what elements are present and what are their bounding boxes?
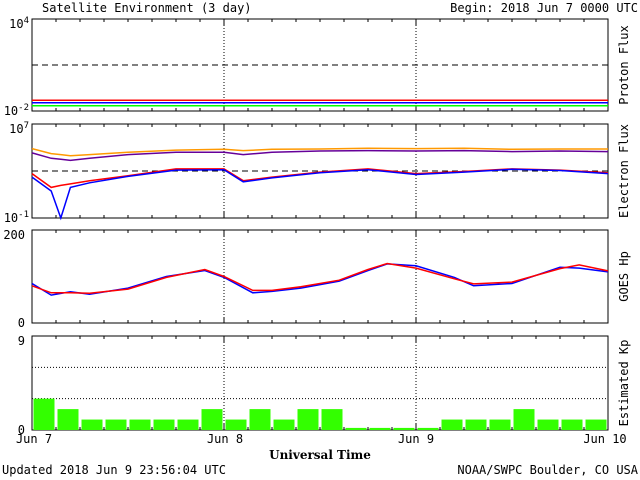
- estimated-kp-bar: [153, 419, 175, 430]
- electron-flux-y-tick-top: 107: [9, 121, 29, 136]
- credit-text: NOAA/SWPC Boulder, CO USA: [457, 463, 638, 477]
- estimated-kp-bar: [33, 398, 55, 430]
- estimated-kp-bar: [345, 427, 367, 430]
- estimated-kp-bar: [57, 409, 79, 430]
- estimated-kp-y-tick-bottom: 0: [18, 423, 25, 437]
- estimated-kp-bar: [225, 419, 247, 430]
- estimated-kp-bar: [201, 409, 223, 430]
- goes-hp-series-1: [31, 262, 609, 294]
- goes-hp-panel: 200 0 GOES Hp: [3, 228, 631, 330]
- x-tick-label-1: Jun 8: [207, 432, 243, 446]
- estimated-kp-y-tick-top: 9: [18, 334, 25, 348]
- estimated-kp-bar: [273, 419, 295, 430]
- estimated-kp-bar: [81, 419, 103, 430]
- chart-title: Satellite Environment (3 day): [42, 1, 252, 15]
- electron-flux-series-1: [31, 149, 609, 162]
- estimated-kp-bar: [321, 409, 343, 430]
- proton-flux-panel: 104 10-2 Proton Flux: [4, 16, 631, 118]
- estimated-kp-bar: [129, 419, 151, 430]
- electron-flux-series-3: [31, 168, 609, 221]
- proton-flux-y-tick-bottom: 10-2: [4, 103, 29, 118]
- goes-hp-y-tick-top: 200: [3, 228, 25, 242]
- estimated-kp-bar: [561, 419, 583, 430]
- estimated-kp-bar: [513, 409, 535, 430]
- chart-panels: 104 10-2 Proton Flux 107 10-1 Electron Flux 20…: [3, 16, 631, 437]
- proton-flux-y-label: Proton Flux: [617, 25, 631, 104]
- x-axis-label: Universal Time: [269, 448, 371, 462]
- estimated-kp-bar: [249, 409, 271, 430]
- estimated-kp-bar: [585, 419, 607, 430]
- estimated-kp-panel: 9 0 Estimated Kp: [18, 334, 631, 437]
- estimated-kp-bar: [441, 419, 463, 430]
- begin-time: Begin: 2018 Jun 7 0000 UTC: [450, 1, 638, 15]
- estimated-kp-bar: [297, 409, 319, 430]
- goes-hp-y-label: GOES Hp: [617, 251, 631, 302]
- estimated-kp-bar: [537, 419, 559, 430]
- x-tick-label-2: Jun 9: [398, 432, 434, 446]
- estimated-kp-bar: [393, 427, 415, 430]
- estimated-kp-bar: [105, 419, 127, 430]
- electron-flux-panel: 107 10-1 Electron Flux: [4, 121, 631, 225]
- estimated-kp-bar: [417, 427, 439, 430]
- x-tick-label-0: Jun 7: [16, 432, 52, 446]
- electron-flux-y-tick-bottom: 10-1: [4, 210, 29, 225]
- updated-timestamp: Updated 2018 Jun 9 23:56:04 UTC: [2, 463, 226, 477]
- electron-flux-series-0: [31, 147, 608, 157]
- estimated-kp-bar: [369, 427, 391, 430]
- estimated-kp-bar: [465, 419, 487, 430]
- estimated-kp-y-label: Estimated Kp: [617, 340, 631, 427]
- x-tick-label-3: Jun 10: [583, 432, 626, 446]
- estimated-kp-bar: [177, 419, 199, 430]
- electron-flux-y-label: Electron Flux: [617, 124, 631, 218]
- proton-flux-y-tick-top: 104: [9, 16, 29, 31]
- estimated-kp-bar: [489, 419, 511, 430]
- goes-hp-y-tick-bottom: 0: [18, 316, 25, 330]
